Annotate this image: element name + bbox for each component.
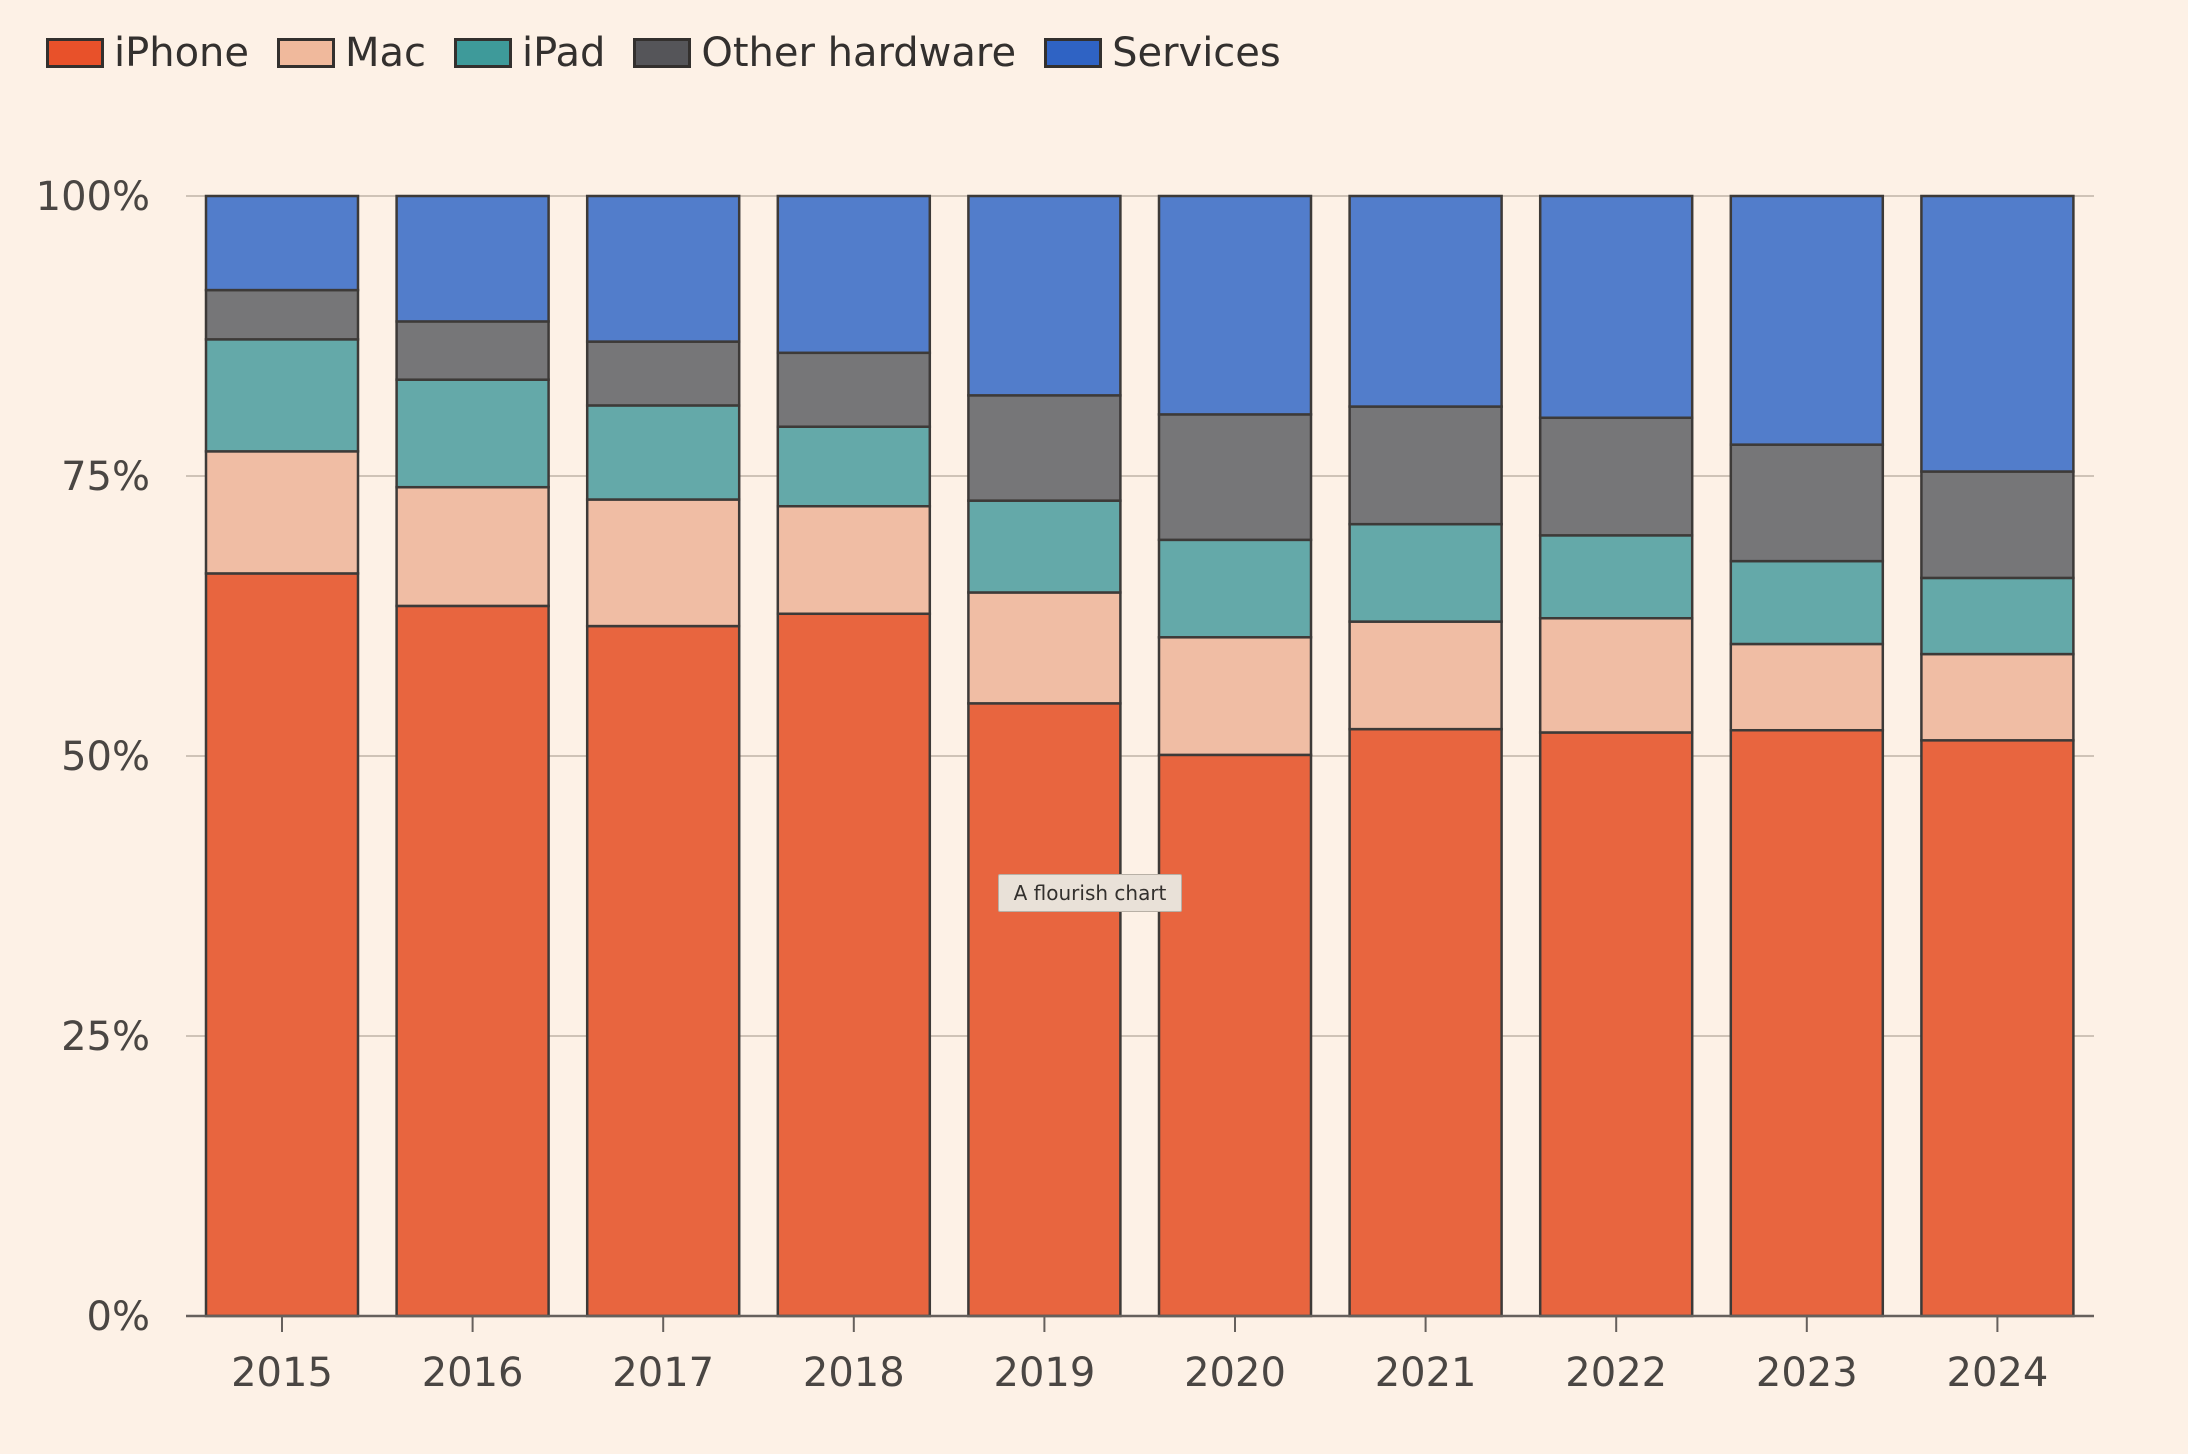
- legend-item-ipad[interactable]: iPad: [454, 30, 605, 76]
- bar-segment-services-2021: [1348, 194, 1503, 408]
- legend-swatch-other-hardware: [633, 38, 692, 68]
- legend-swatch-iphone: [46, 38, 104, 68]
- x-tick-label-2020: 2020: [1184, 1350, 1286, 1396]
- bar-segment-other-hardware-2016: [395, 320, 550, 381]
- bar-segment-other-hardware-2020: [1157, 413, 1313, 542]
- legend-label-iphone: iPhone: [114, 30, 250, 76]
- legend-swatch-mac: [277, 38, 336, 68]
- bar-segment-iphone-2018: [776, 612, 932, 1318]
- bar-segment-services-2020: [1157, 194, 1313, 416]
- bar-segment-iphone-2016: [395, 604, 550, 1318]
- bar-segment-ipad-2015: [204, 338, 360, 453]
- y-tick-label: 50%: [61, 734, 150, 780]
- bar-segment-mac-2016: [395, 485, 550, 608]
- bar-segment-mac-2021: [1348, 620, 1503, 731]
- bar-segment-services-2024: [1920, 194, 2075, 473]
- bar-segment-iphone-2022: [1538, 731, 1694, 1318]
- bar-segment-services-2015: [204, 194, 360, 292]
- bar-segment-iphone-2017: [585, 624, 741, 1318]
- bar-segment-services-2016: [395, 194, 550, 323]
- x-tick-label-2019: 2019: [994, 1350, 1096, 1396]
- legend-item-iphone[interactable]: iPhone: [46, 30, 249, 76]
- y-tick-label: 25%: [61, 1014, 150, 1060]
- legend-item-other-hardware[interactable]: Other hardware: [633, 30, 1016, 76]
- bar-segment-services-2017: [585, 194, 741, 343]
- x-tick-label-2018: 2018: [803, 1350, 905, 1396]
- bar-segment-ipad-2024: [1920, 576, 2075, 656]
- legend-label-other-hardware: Other hardware: [701, 30, 1017, 76]
- bar-segment-other-hardware-2023: [1729, 443, 1885, 563]
- x-tick-label-2021: 2021: [1375, 1350, 1477, 1396]
- chart-legend: iPhone Mac iPad Other hardware Services: [46, 30, 1281, 76]
- y-tick-label: 0%: [87, 1294, 150, 1340]
- x-tick-label-2016: 2016: [422, 1350, 524, 1396]
- bar-segment-ipad-2022: [1538, 534, 1694, 620]
- legend-item-mac[interactable]: Mac: [277, 30, 426, 76]
- bar-segment-mac-2015: [204, 450, 360, 575]
- bar-segment-iphone-2020: [1157, 753, 1313, 1318]
- y-tick-label: 75%: [61, 454, 150, 500]
- bar-segment-iphone-2024: [1920, 739, 2075, 1318]
- bar-segment-ipad-2019: [967, 499, 1122, 594]
- flourish-watermark[interactable]: A flourish chart: [998, 874, 1182, 912]
- bar-segment-iphone-2021: [1348, 727, 1503, 1318]
- bar-segment-iphone-2015: [204, 572, 360, 1318]
- bar-segment-mac-2024: [1920, 652, 2075, 742]
- legend-item-services[interactable]: Services: [1044, 30, 1281, 76]
- x-tick-label-2023: 2023: [1756, 1350, 1858, 1396]
- bar-segment-other-hardware-2015: [204, 288, 360, 341]
- bar-segment-services-2023: [1729, 194, 1885, 446]
- x-tick-label-2022: 2022: [1565, 1350, 1667, 1396]
- x-tick-label-2017: 2017: [612, 1350, 714, 1396]
- bar-segment-other-hardware-2017: [585, 340, 741, 407]
- bar-segment-other-hardware-2021: [1348, 405, 1503, 526]
- bar-segment-mac-2018: [776, 504, 932, 616]
- y-tick-label: 100%: [36, 174, 150, 220]
- bar-segment-other-hardware-2018: [776, 351, 932, 428]
- bar-segment-ipad-2023: [1729, 559, 1885, 646]
- bar-segment-ipad-2021: [1348, 522, 1503, 623]
- legend-swatch-services: [1044, 38, 1103, 68]
- bar-segment-mac-2022: [1538, 616, 1694, 734]
- bar-segment-other-hardware-2019: [967, 394, 1122, 502]
- bar-segment-iphone-2023: [1729, 728, 1885, 1318]
- bar-segment-other-hardware-2022: [1538, 416, 1694, 537]
- bar-segment-mac-2023: [1729, 642, 1885, 732]
- bar-segment-ipad-2018: [776, 425, 932, 508]
- x-tick-label-2015: 2015: [231, 1350, 333, 1396]
- legend-label-ipad: iPad: [522, 30, 606, 76]
- bar-segment-ipad-2020: [1157, 538, 1313, 639]
- legend-label-mac: Mac: [345, 30, 427, 76]
- bar-segment-iphone-2019: [967, 702, 1122, 1318]
- bar-segment-services-2018: [776, 194, 932, 355]
- bar-segment-services-2019: [967, 194, 1122, 397]
- bar-segment-services-2022: [1538, 194, 1694, 420]
- bar-segment-other-hardware-2024: [1920, 470, 2075, 580]
- bar-segment-mac-2017: [585, 498, 741, 628]
- legend-swatch-ipad: [454, 38, 513, 68]
- legend-label-services: Services: [1112, 30, 1281, 76]
- bar-segment-ipad-2016: [395, 378, 550, 489]
- bar-segment-ipad-2017: [585, 404, 741, 501]
- bar-segment-mac-2019: [967, 591, 1122, 705]
- x-tick-label-2024: 2024: [1947, 1350, 2049, 1396]
- bar-segment-mac-2020: [1157, 636, 1313, 757]
